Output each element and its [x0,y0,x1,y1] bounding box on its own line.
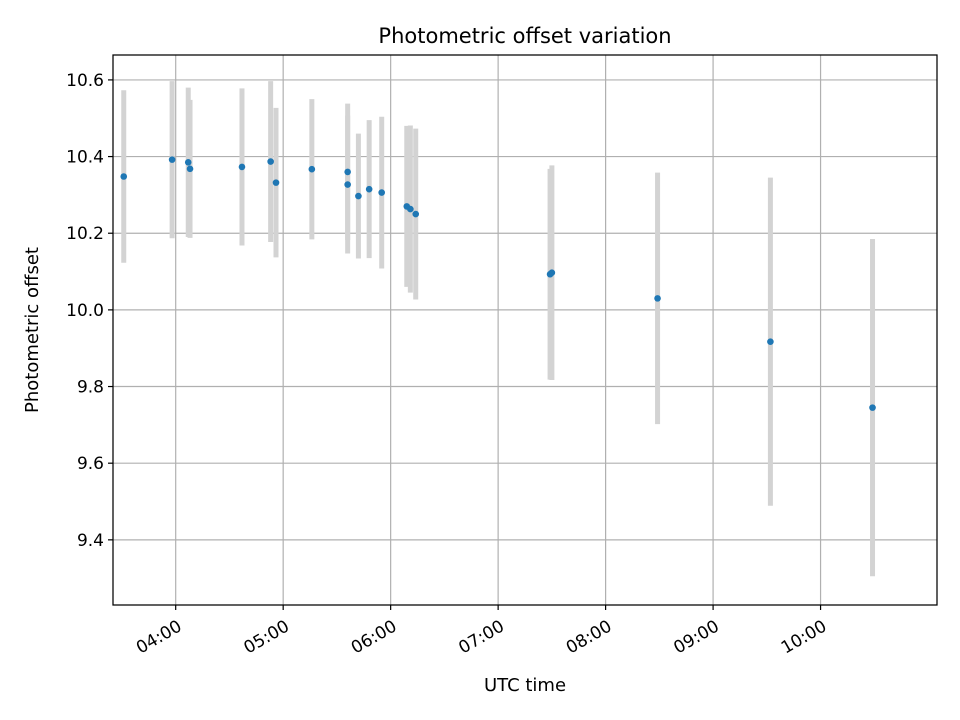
data-point [654,295,661,302]
data-point [869,404,876,411]
y-tick-label: 9.8 [77,377,104,397]
y-tick-label: 10.4 [66,148,104,168]
y-axis-title: Photometric offset [22,247,43,413]
data-point [365,185,373,193]
data-point [238,163,246,171]
data-point [378,189,385,196]
data-point [184,159,192,166]
data-point [344,168,351,176]
plot-frame [112,54,938,606]
data-point [186,165,194,173]
data-point [120,173,128,180]
y-tick-label: 10.0 [66,301,104,321]
data-point [267,158,274,165]
data-point [344,181,351,188]
data-points [120,156,876,411]
x-axis-title: UTC time [484,675,566,696]
data-point [407,205,414,213]
y-tick-label: 10.6 [66,71,104,91]
y-tick-label: 10.2 [66,224,104,244]
data-point [767,338,774,345]
plot-background [113,55,937,605]
y-tick-label: 9.4 [77,531,104,551]
data-point [355,192,362,200]
y-tick-label: 9.6 [77,454,104,474]
data-point [412,210,420,218]
grid [113,55,937,605]
data-point [272,179,280,186]
data-point [548,269,556,277]
data-point [168,156,176,163]
chart-title: Photometric offset variation [378,24,671,48]
data-point [308,165,316,173]
